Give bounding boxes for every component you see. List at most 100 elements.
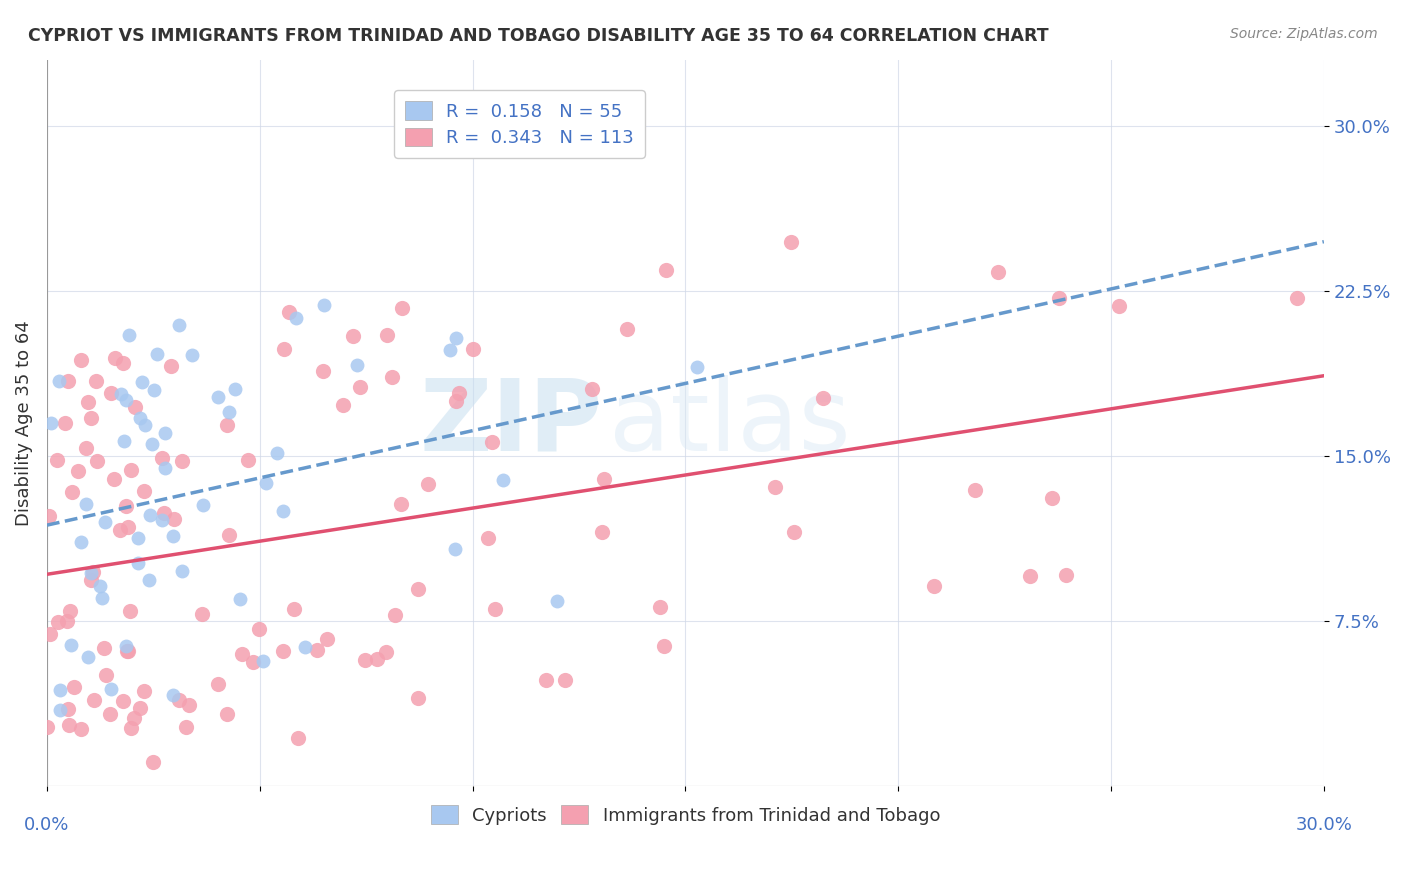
Point	[963, 483, 986, 497]
Point	[38, 627, 60, 641]
Point	[172, 454, 194, 468]
Point	[312, 364, 335, 378]
Point	[48, 683, 70, 698]
Point	[82, 566, 104, 580]
Point	[484, 602, 506, 616]
Point	[38, 509, 60, 524]
Point	[127, 531, 149, 545]
Point	[134, 417, 156, 432]
Point	[90, 591, 112, 606]
Point	[686, 360, 709, 375]
Point	[155, 425, 177, 440]
Point	[132, 684, 155, 698]
Point	[35, 720, 58, 734]
Point	[162, 529, 184, 543]
Point	[349, 380, 371, 394]
Point	[592, 472, 614, 486]
Point	[89, 579, 111, 593]
Point	[406, 582, 429, 596]
Point	[138, 508, 160, 523]
Point	[115, 393, 138, 408]
Point	[218, 405, 240, 419]
Point	[444, 331, 467, 345]
Point	[66, 464, 89, 478]
Point	[655, 263, 678, 277]
Point	[117, 644, 139, 658]
Point	[491, 473, 513, 487]
Point	[80, 566, 103, 581]
Point	[76, 649, 98, 664]
Point	[391, 301, 413, 316]
Point	[56, 702, 79, 716]
Point	[83, 693, 105, 707]
Point	[652, 639, 675, 653]
Point	[252, 654, 274, 668]
Point	[124, 400, 146, 414]
Point	[406, 690, 429, 705]
Point	[381, 370, 404, 384]
Point	[273, 343, 295, 357]
Text: Source: ZipAtlas.com: Source: ZipAtlas.com	[1230, 27, 1378, 41]
Point	[141, 755, 163, 769]
Point	[77, 395, 100, 409]
Point	[266, 445, 288, 459]
Point	[162, 688, 184, 702]
Point	[177, 698, 200, 712]
Text: CYPRIOT VS IMMIGRANTS FROM TRINIDAD AND TOBAGO DISABILITY AGE 35 TO 64 CORRELATI: CYPRIOT VS IMMIGRANTS FROM TRINIDAD AND …	[28, 27, 1049, 45]
Point	[444, 541, 467, 556]
Legend: Cypriots, Immigrants from Trinidad and Tobago: Cypriots, Immigrants from Trinidad and T…	[420, 795, 950, 836]
Point	[146, 347, 169, 361]
Point	[129, 700, 152, 714]
Point	[150, 450, 173, 465]
Point	[271, 644, 294, 658]
Point	[811, 391, 834, 405]
Point	[70, 353, 93, 368]
Point	[1047, 291, 1070, 305]
Point	[60, 638, 83, 652]
Point	[117, 644, 139, 658]
Point	[127, 556, 149, 570]
Point	[111, 694, 134, 708]
Point	[215, 707, 238, 722]
Point	[86, 453, 108, 467]
Point	[79, 573, 101, 587]
Point	[103, 472, 125, 486]
Point	[100, 386, 122, 401]
Point	[1019, 569, 1042, 583]
Point	[45, 453, 67, 467]
Point	[75, 497, 97, 511]
Point	[84, 374, 107, 388]
Point	[94, 515, 117, 529]
Point	[229, 591, 252, 606]
Point	[117, 520, 139, 534]
Point	[100, 682, 122, 697]
Point	[143, 383, 166, 397]
Point	[60, 484, 83, 499]
Point	[449, 386, 471, 401]
Point	[56, 374, 79, 388]
Point	[247, 622, 270, 636]
Point	[138, 574, 160, 588]
Point	[110, 386, 132, 401]
Point	[59, 604, 82, 618]
Point	[315, 632, 337, 646]
Point	[384, 608, 406, 623]
Point	[1054, 567, 1077, 582]
Point	[278, 305, 301, 319]
Point	[546, 594, 568, 608]
Point	[53, 416, 76, 430]
Point	[172, 564, 194, 578]
Point	[314, 298, 336, 312]
Point	[1286, 291, 1309, 305]
Point	[117, 328, 139, 343]
Point	[783, 524, 806, 539]
Point	[69, 534, 91, 549]
Point	[294, 640, 316, 654]
Point	[581, 382, 603, 396]
Point	[141, 437, 163, 451]
Point	[224, 382, 246, 396]
Point	[1040, 491, 1063, 505]
Point	[80, 411, 103, 425]
Point	[180, 348, 202, 362]
Point	[534, 673, 557, 687]
